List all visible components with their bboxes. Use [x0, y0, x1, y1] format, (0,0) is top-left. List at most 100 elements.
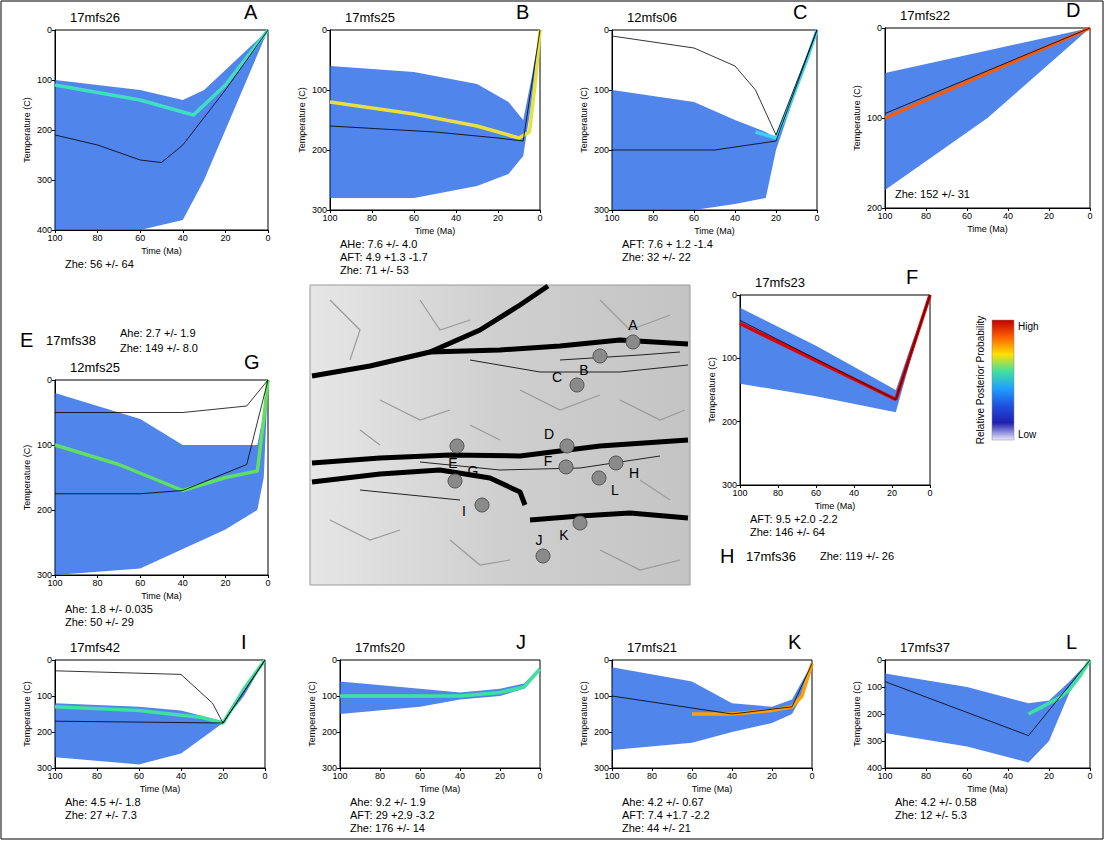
svg-text:100: 100	[312, 85, 327, 95]
svg-text:60: 60	[409, 213, 419, 223]
svg-text:17mfs38: 17mfs38	[46, 333, 96, 348]
svg-text:F: F	[906, 266, 918, 288]
svg-text:100: 100	[722, 353, 737, 363]
svg-text:17mfs26: 17mfs26	[70, 10, 120, 25]
svg-text:100: 100	[47, 578, 62, 588]
svg-text:Time (Ma): Time (Ma)	[815, 501, 856, 511]
svg-text:100: 100	[867, 113, 882, 123]
svg-text:Temperature (C): Temperature (C)	[307, 681, 317, 747]
svg-text:20: 20	[493, 213, 503, 223]
svg-text:20: 20	[887, 488, 897, 498]
svg-text:Temperature (C): Temperature (C)	[852, 85, 862, 151]
svg-text:60: 60	[811, 488, 821, 498]
svg-text:AHe: 7.6 +/- 4.0: AHe: 7.6 +/- 4.0	[340, 238, 417, 250]
svg-text:40: 40	[730, 213, 740, 223]
svg-text:Zhe: 149 +/- 8.0: Zhe: 149 +/- 8.0	[120, 342, 198, 354]
svg-text:100: 100	[877, 771, 892, 781]
svg-text:17mfs21: 17mfs21	[627, 640, 677, 655]
svg-text:80: 80	[367, 213, 377, 223]
svg-text:Relative Posterior Probability: Relative Posterior Probability	[975, 316, 986, 444]
svg-text:Temperature (C): Temperature (C)	[852, 681, 862, 747]
svg-text:Zhe: 71 +/- 53: Zhe: 71 +/- 53	[340, 264, 409, 276]
svg-text:B: B	[579, 362, 588, 378]
svg-text:100: 100	[594, 85, 609, 95]
svg-text:D: D	[1066, 0, 1080, 21]
svg-text:17mfs22: 17mfs22	[900, 8, 950, 23]
svg-text:20: 20	[1044, 211, 1054, 221]
svg-text:Temperature (C): Temperature (C)	[579, 681, 589, 747]
svg-text:60: 60	[134, 771, 144, 781]
svg-text:Temperature (C): Temperature (C)	[22, 681, 32, 747]
svg-text:100: 100	[37, 691, 52, 701]
svg-text:C: C	[552, 369, 562, 385]
svg-text:Temperature (C): Temperature (C)	[22, 445, 32, 511]
svg-text:80: 80	[93, 233, 103, 243]
svg-text:40: 40	[178, 578, 188, 588]
svg-text:Time (Ma): Time (Ma)	[420, 784, 461, 794]
svg-text:0: 0	[927, 488, 932, 498]
svg-text:0: 0	[537, 771, 542, 781]
svg-text:0: 0	[47, 25, 52, 35]
svg-text:40: 40	[455, 771, 465, 781]
svg-text:20: 20	[495, 771, 505, 781]
svg-text:80: 80	[921, 211, 931, 221]
svg-text:Time (Ma): Time (Ma)	[692, 784, 733, 794]
svg-text:B: B	[516, 1, 529, 23]
svg-text:Time (Ma): Time (Ma)	[141, 246, 182, 256]
svg-text:17mfs25: 17mfs25	[345, 10, 395, 25]
svg-text:AFT: 7.4 +1.7 -2.2: AFT: 7.4 +1.7 -2.2	[622, 809, 710, 821]
svg-text:40: 40	[1003, 211, 1013, 221]
svg-text:100: 100	[47, 771, 62, 781]
svg-text:20: 20	[1044, 771, 1054, 781]
svg-text:H: H	[629, 465, 639, 481]
svg-text:40: 40	[451, 213, 461, 223]
svg-text:20: 20	[767, 771, 777, 781]
svg-text:100: 100	[332, 771, 347, 781]
svg-text:80: 80	[92, 771, 102, 781]
svg-text:200: 200	[722, 417, 737, 427]
svg-text:Temperature (C): Temperature (C)	[22, 97, 32, 163]
svg-text:L: L	[1066, 631, 1077, 653]
svg-text:80: 80	[921, 771, 931, 781]
svg-text:200: 200	[594, 727, 609, 737]
svg-text:60: 60	[687, 771, 697, 781]
svg-text:0: 0	[604, 655, 609, 665]
svg-text:Zhe: 27 +/- 7.3: Zhe: 27 +/- 7.3	[65, 809, 137, 821]
svg-text:Zhe: 119 +/- 26: Zhe: 119 +/- 26	[820, 550, 894, 562]
svg-text:200: 200	[312, 145, 327, 155]
svg-text:G: G	[244, 351, 260, 373]
svg-text:40: 40	[1003, 771, 1013, 781]
svg-text:20: 20	[220, 578, 230, 588]
svg-text:80: 80	[375, 771, 385, 781]
svg-text:100: 100	[594, 691, 609, 701]
svg-text:Zhe: 176 +/- 14: Zhe: 176 +/- 14	[350, 822, 425, 834]
svg-text:A: A	[244, 1, 258, 23]
svg-text:Zhe: 50 +/- 29: Zhe: 50 +/- 29	[65, 616, 134, 628]
svg-text:80: 80	[648, 213, 658, 223]
svg-text:0: 0	[1087, 771, 1092, 781]
svg-text:Time (Ma): Time (Ma)	[140, 784, 181, 794]
svg-text:C: C	[793, 1, 807, 23]
svg-text:I: I	[462, 503, 466, 519]
svg-text:AFT: 7.6 + 1.2 -1.4: AFT: 7.6 + 1.2 -1.4	[622, 238, 713, 250]
svg-text:L: L	[611, 482, 619, 498]
svg-text:40: 40	[176, 771, 186, 781]
svg-text:20: 20	[771, 213, 781, 223]
svg-text:AFT: 9.5 +2.0 -2.2: AFT: 9.5 +2.0 -2.2	[750, 513, 838, 525]
svg-text:I: I	[241, 631, 247, 653]
svg-text:E: E	[20, 329, 33, 351]
svg-text:H: H	[720, 545, 734, 567]
svg-text:Zhe: 44 +/- 21: Zhe: 44 +/- 21	[622, 822, 691, 834]
svg-text:Temperature (C): Temperature (C)	[297, 87, 307, 153]
svg-text:Ahe: 4.2 +/- 0.67: Ahe: 4.2 +/- 0.67	[622, 796, 704, 808]
svg-text:0: 0	[322, 25, 327, 35]
svg-text:100: 100	[604, 213, 619, 223]
svg-text:80: 80	[93, 578, 103, 588]
svg-text:K: K	[559, 527, 569, 543]
svg-text:Zhe: 152 +/- 31: Zhe: 152 +/- 31	[895, 188, 970, 200]
svg-text:0: 0	[47, 375, 52, 385]
svg-text:Ahe: 4.2 +/- 0.58: Ahe: 4.2 +/- 0.58	[895, 796, 977, 808]
svg-text:Temperature (C): Temperature (C)	[579, 87, 589, 153]
svg-text:80: 80	[773, 488, 783, 498]
svg-text:Zhe: 12 +/- 5.3: Zhe: 12 +/- 5.3	[895, 809, 967, 821]
